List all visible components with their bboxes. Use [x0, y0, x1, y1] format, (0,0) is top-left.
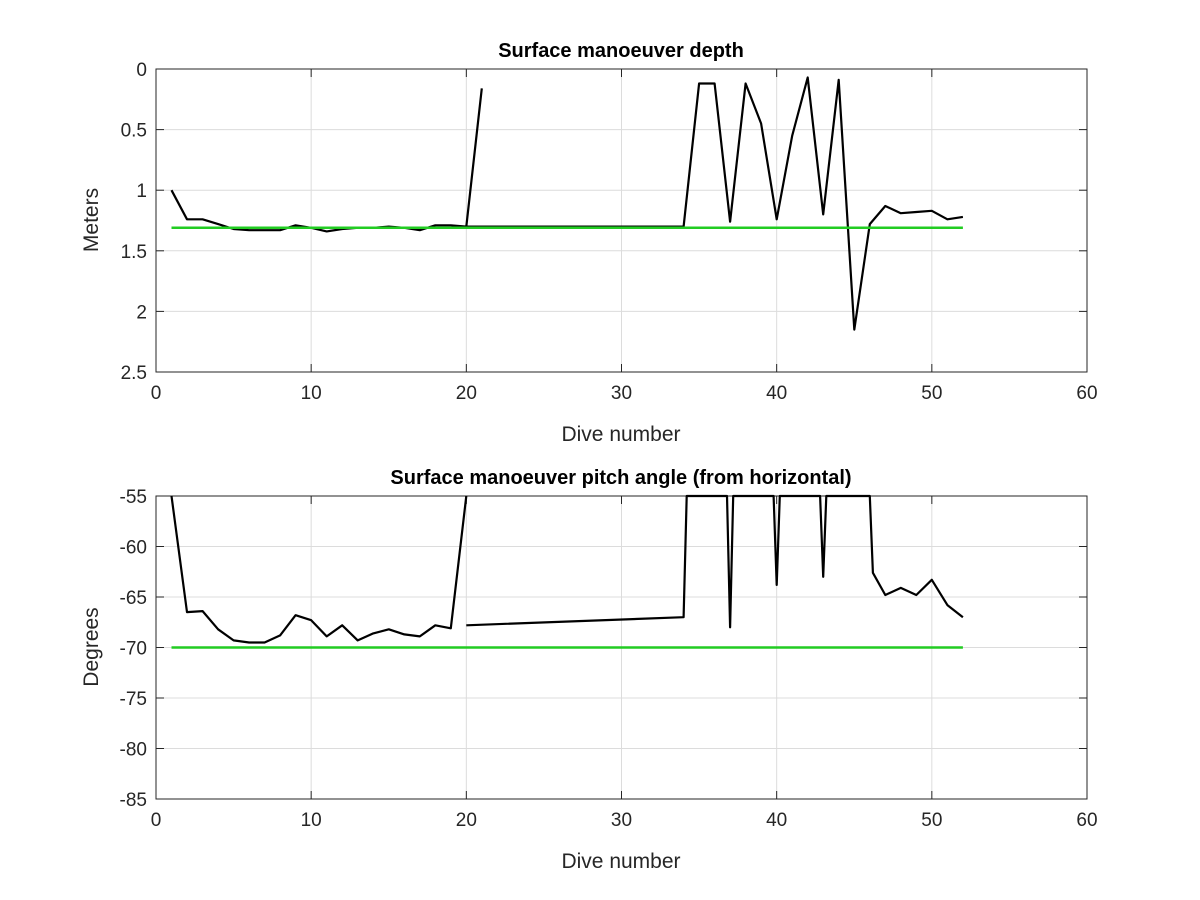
depth-chart-series-line-segment-0 — [170, 88, 483, 233]
pitch-chart-x-tick-label: 0 — [151, 810, 162, 831]
depth-chart-x-tick-label: 40 — [766, 383, 787, 404]
depth-chart-y-tick-label: 2 — [136, 302, 147, 323]
depth-chart-series-line-segment-1 — [466, 76, 964, 331]
pitch-chart-series-line-segment-0 — [170, 495, 468, 644]
depth-chart-y-tick-label: 1 — [136, 181, 147, 202]
pitch-chart-series-line-segment-1 — [466, 494, 964, 629]
pitch-chart-x-tick-label: 30 — [611, 810, 632, 831]
depth-chart-title: Surface manoeuver depth — [498, 40, 744, 62]
depth-chart: Surface manoeuver depth 0 10 20 30 40 50 60 0 0.… — [80, 40, 1098, 446]
pitch-chart-y-tick-label: -60 — [120, 538, 147, 559]
pitch-chart-y-tick-label: -70 — [120, 639, 147, 660]
depth-chart-x-tick-label: 50 — [921, 383, 942, 404]
pitch-chart-x-tick-label: 60 — [1076, 810, 1097, 831]
depth-chart-x-tick-label: 60 — [1076, 383, 1097, 404]
pitch-chart-y-tick-label: -55 — [120, 487, 147, 508]
depth-chart-x-tick-label: 0 — [151, 383, 162, 404]
pitch-chart-y-tick-label: -85 — [120, 790, 147, 811]
pitch-chart-x-tick-label: 40 — [766, 810, 787, 831]
depth-chart-y-tick-label: 0 — [136, 60, 147, 81]
pitch-chart-y-tick-label: -65 — [120, 588, 147, 609]
depth-chart-y-tick-label: 2.5 — [121, 363, 147, 384]
depth-chart-xlabel: Dive number — [561, 423, 680, 446]
pitch-chart-ylabel: Degrees — [80, 607, 103, 686]
depth-chart-x-tick-label: 20 — [456, 383, 477, 404]
pitch-chart-y-tick-label: -75 — [120, 689, 147, 710]
depth-chart-y-tick-label: 0.5 — [121, 121, 147, 142]
pitch-chart-y-tick-label: -80 — [120, 740, 147, 761]
depth-chart-y-tick-label: 1.5 — [121, 242, 147, 263]
depth-chart-x-tick-label: 10 — [301, 383, 322, 404]
pitch-chart-x-tick-label: 20 — [456, 810, 477, 831]
pitch-chart-x-tick-label: 10 — [301, 810, 322, 831]
pitch-chart-title: Surface manoeuver pitch angle (from hori… — [390, 467, 851, 489]
pitch-chart: Surface manoeuver pitch angle (from hori… — [80, 467, 1098, 873]
pitch-chart-x-tick-label: 50 — [921, 810, 942, 831]
depth-chart-ylabel: Meters — [80, 188, 103, 252]
pitch-chart-xlabel: Dive number — [561, 850, 680, 873]
depth-chart-x-tick-label: 30 — [611, 383, 632, 404]
